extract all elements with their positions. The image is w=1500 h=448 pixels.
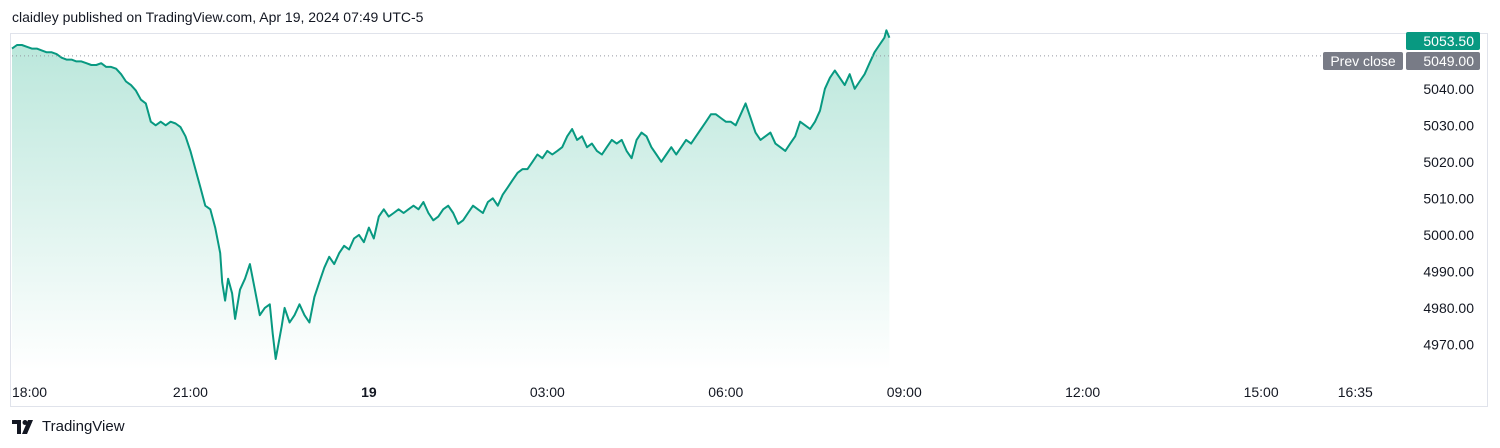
y-tick-label: 5040.00 <box>1423 81 1474 97</box>
x-tick-label: 09:00 <box>887 384 922 400</box>
y-tick-label: 4970.00 <box>1423 336 1474 352</box>
x-tick-label: 19 <box>361 384 377 400</box>
y-tick-label: 4990.00 <box>1423 263 1474 279</box>
chart-frame <box>10 33 1488 407</box>
x-tick-label: 15:00 <box>1244 384 1279 400</box>
y-tick-label: 5030.00 <box>1423 117 1474 133</box>
y-tick-label: 4980.00 <box>1423 300 1474 316</box>
brand-name: TradingView <box>42 418 125 435</box>
prev-close-value-badge <box>1406 52 1480 70</box>
prev-close-name-badge <box>1323 52 1403 70</box>
tradingview-logo-icon <box>12 419 33 434</box>
publisher-header: claidley published on TradingView.com, A… <box>12 9 424 25</box>
price-chart[interactable]: 4970.00 4980.00 4990.00 5000.00 5010.00 5020.… <box>0 0 1500 408</box>
last-price-badge <box>1406 32 1480 50</box>
y-tick-label: 5010.00 <box>1423 190 1474 206</box>
prev-close-value-label: 5049.00 <box>1423 53 1474 69</box>
x-tick-label: 21:00 <box>173 384 208 400</box>
x-tick-label: 18:00 <box>12 384 47 400</box>
x-tick-label: 06:00 <box>708 384 743 400</box>
last-price-label: 5053.50 <box>1423 33 1474 49</box>
price-series-line[interactable] <box>11 29 891 360</box>
x-tick-label: 12:00 <box>1065 384 1100 400</box>
y-tick-label: 5000.00 <box>1423 227 1474 243</box>
x-tick-label: 16:35 <box>1338 384 1373 400</box>
footer: TradingView <box>12 418 125 435</box>
x-tick-label: 03:00 <box>530 384 565 400</box>
y-tick-label: 5020.00 <box>1423 154 1474 170</box>
price-area-fill <box>12 30 890 371</box>
prev-close-name-label: Prev close <box>1330 53 1396 69</box>
